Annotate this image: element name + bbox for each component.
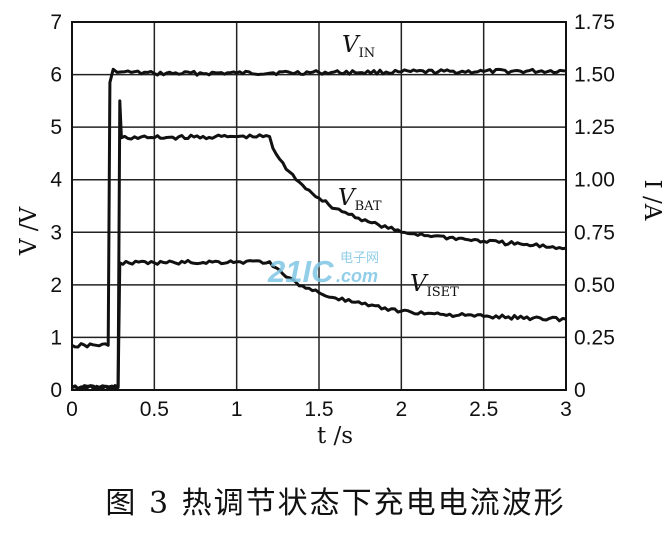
watermark-main: 21IC <box>267 254 334 289</box>
y-right-tick-label: 1.00 <box>574 169 615 192</box>
figure-caption: 图 3 热调节状态下充电电流波形 <box>105 486 566 521</box>
svg-text:VISET: VISET <box>410 271 459 300</box>
x-axis-label: t /s <box>317 423 353 449</box>
y-right-tick-label: 1.50 <box>574 64 615 87</box>
grid-lines <box>72 22 566 390</box>
y-left-tick-label: 6 <box>50 64 62 87</box>
series-label-vbat: VBAT <box>338 185 382 214</box>
y-left-tick-label: 5 <box>50 116 62 139</box>
x-tick-labels: 0 0.5 1 1.5 2 2.5 3 <box>66 398 572 421</box>
y-left-tick-label: 3 <box>50 221 62 244</box>
y-right-tick-label: 0.75 <box>574 221 615 244</box>
series-layer <box>71 67 567 391</box>
series-line-viset <box>71 258 567 391</box>
x-tick-label: 0.5 <box>140 398 169 421</box>
y-left-tick-label: 7 <box>50 11 62 34</box>
svg-text:VBAT: VBAT <box>338 185 382 214</box>
series-label-vbat-sub: BAT <box>355 199 382 214</box>
series-label-vbat-main: V <box>338 185 357 211</box>
y-left-tick-label: 4 <box>50 169 62 192</box>
series-label-vin-main: V <box>342 32 361 58</box>
series-label-vin: VIN <box>342 32 375 61</box>
series-label-vin-sub: IN <box>359 46 376 61</box>
y-left-tick-label: 2 <box>50 274 62 297</box>
x-tick-label: 3 <box>560 398 572 421</box>
x-tick-label: 1.5 <box>304 398 333 421</box>
watermark-logo: 21IC 电子网 .com <box>267 251 379 289</box>
x-tick-label: 2.5 <box>469 398 498 421</box>
x-tick-label: 2 <box>395 398 407 421</box>
series-label-viset-main: V <box>410 271 429 297</box>
svg-text:VIN: VIN <box>342 32 375 61</box>
series-line-vin <box>71 67 567 349</box>
series-label-viset-sub: ISET <box>427 285 460 300</box>
x-tick-label: 0 <box>66 398 78 421</box>
y-right-tick-label: 0.25 <box>574 326 615 349</box>
y-right-tick-label: 0.50 <box>574 274 615 297</box>
series-label-viset: VISET <box>410 271 459 300</box>
y-right-tick-label: 0 <box>574 379 586 402</box>
plot-frame <box>71 21 567 391</box>
y-right-tick-label: 1.75 <box>574 11 615 34</box>
x-tick-label: 1 <box>231 398 243 421</box>
series-line-vbat <box>71 99 567 391</box>
watermark-url: .com <box>336 266 378 286</box>
y-axis-right-label: I /A <box>639 180 665 221</box>
right-tick-labels: 0 0.25 0.50 0.75 1.00 1.25 1.50 1.75 <box>574 11 615 402</box>
left-tick-labels: 0 1 2 3 4 5 6 7 <box>50 11 62 402</box>
watermark-sub: 电子网 <box>340 251 379 266</box>
y-left-tick-label: 1 <box>50 326 62 349</box>
y-left-tick-label: 0 <box>50 379 62 402</box>
y-axis-left-label: V /V <box>16 206 42 256</box>
y-right-tick-label: 1.25 <box>574 116 615 139</box>
